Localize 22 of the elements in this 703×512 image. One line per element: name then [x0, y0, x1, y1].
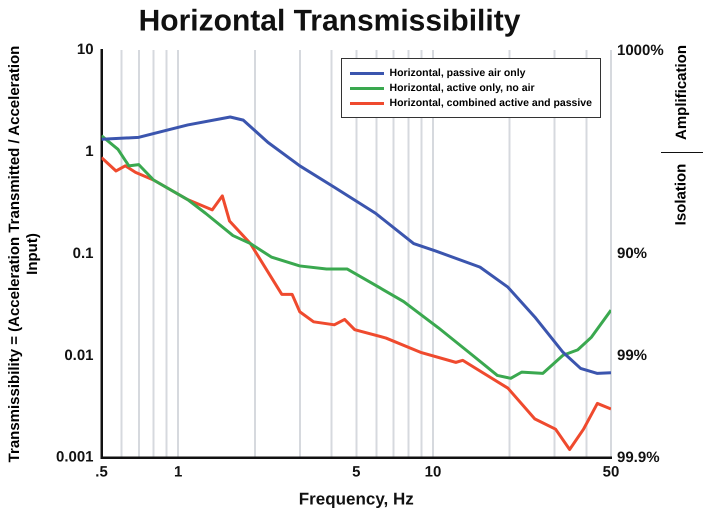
y-tick-label: 0.001	[56, 448, 94, 466]
text: 1000%	[617, 42, 664, 58]
text: Amplification	[672, 44, 690, 140]
text: 90%	[617, 245, 648, 262]
x-tick-label: .5	[95, 464, 108, 481]
legend-label: Horizontal, combined active and passive	[390, 97, 592, 109]
x-tick-label: 1	[174, 464, 182, 481]
chart-title: Horizontal Transmissibility	[138, 4, 521, 38]
y-tick-label: 10	[76, 41, 94, 58]
text: Isolation	[672, 164, 690, 226]
x-tick-label: 5	[352, 464, 360, 481]
legend-label: Horizontal, active only, no air	[390, 82, 535, 94]
legend-label: Horizontal, passive air only	[390, 67, 526, 79]
x-tick-label: 10	[424, 464, 442, 481]
text: 99%	[617, 347, 648, 364]
y-axis-title: Transmissibility = (Acceleration Transmitted / Acceleration Input)	[6, 44, 42, 464]
y-tick-label: 1	[85, 143, 94, 160]
y-tick-label: 0.1	[72, 244, 94, 262]
y-tick-label: 0.01	[64, 346, 94, 364]
x-tick-label: 50	[602, 464, 620, 481]
x-axis-title: Frequency, Hz	[298, 489, 414, 508]
text: 99.9%	[617, 449, 660, 466]
